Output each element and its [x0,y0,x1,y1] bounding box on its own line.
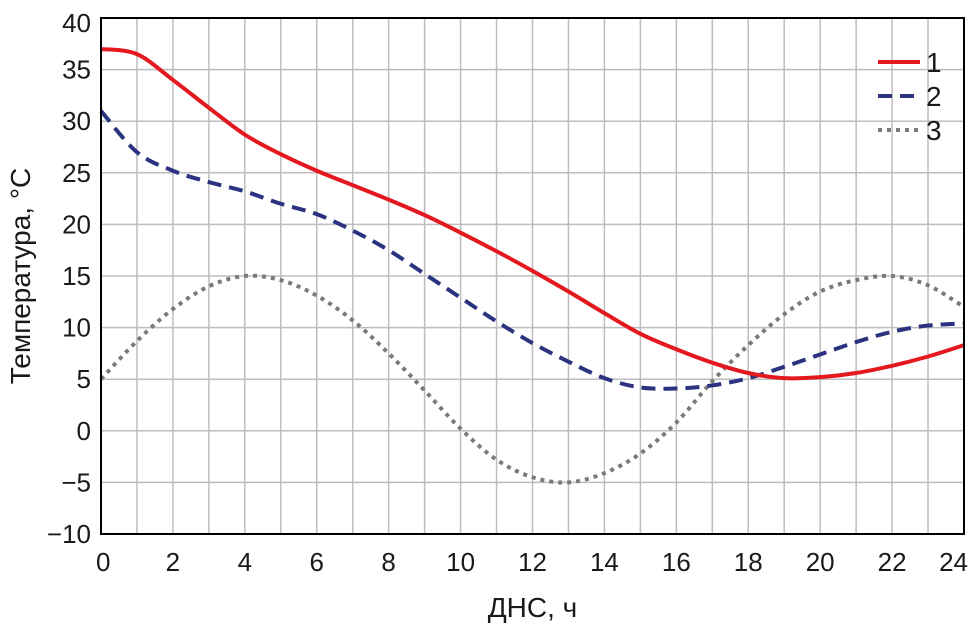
x-tick-labels: 0 2 4 6 8 10 12 14 16 18 20 22 24 [96,547,968,577]
y-tick-label: 25 [62,158,91,188]
y-tick-label: 35 [62,55,91,85]
y-tick-labels: −10 −5 0 5 10 15 20 25 30 35 40 [47,8,91,549]
legend: 123 [878,47,942,146]
series-line-1 [100,46,965,381]
series-lines [99,46,966,485]
legend-label-3: 3 [926,115,942,146]
y-tick-label: −5 [61,467,91,497]
x-tick-label: 24 [939,547,968,577]
y-tick-label: 40 [62,8,91,38]
x-tick-label: 2 [166,547,180,577]
x-tick-label: 4 [238,547,252,577]
legend-label-2: 2 [926,81,942,112]
legend-label-1: 1 [926,47,942,78]
series-line-2 [99,109,965,391]
x-tick-label: 14 [590,547,619,577]
y-tick-label: 30 [62,106,91,136]
y-axis-label: Температура, °C [5,168,36,385]
y-tick-label: 20 [62,209,91,239]
x-tick-label: 6 [310,547,324,577]
x-tick-label: 22 [878,547,907,577]
grid-lines [101,18,964,534]
y-tick-label: 0 [77,416,91,446]
y-tick-label: −10 [47,519,91,549]
y-tick-label: 15 [62,261,91,291]
x-tick-label: 10 [446,547,475,577]
plot-frame [100,17,965,535]
x-axis-label: ДНС, ч [488,592,578,623]
y-tick-label: 10 [62,313,91,343]
x-tick-label: 16 [662,547,691,577]
x-tick-label: 8 [381,547,395,577]
x-tick-label: 12 [518,547,547,577]
x-tick-label: 0 [96,547,110,577]
series-line-3 [99,273,966,485]
x-tick-label: 18 [734,547,763,577]
x-tick-label: 20 [806,547,835,577]
y-tick-label: 5 [77,364,91,394]
